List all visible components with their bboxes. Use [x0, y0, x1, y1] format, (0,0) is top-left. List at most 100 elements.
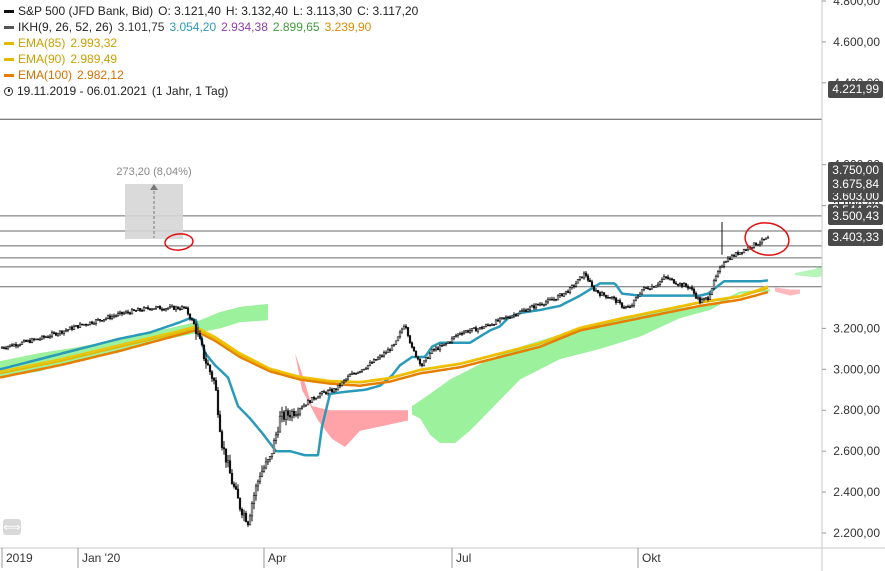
candle-body[interactable]	[150, 308, 154, 311]
candle-body[interactable]	[86, 324, 90, 326]
candle-body[interactable]	[510, 315, 514, 318]
candle-body[interactable]	[708, 294, 712, 300]
candle-body[interactable]	[122, 312, 126, 315]
candle-body[interactable]	[170, 305, 174, 308]
candle-body[interactable]	[458, 332, 462, 335]
candle-body[interactable]	[332, 388, 336, 393]
legend-row-ema100[interactable]: EMA(100) 2.982,12	[4, 67, 418, 83]
candle-body[interactable]	[120, 311, 124, 315]
candle-body[interactable]	[550, 298, 554, 301]
candle-body[interactable]	[100, 319, 104, 322]
candle-body[interactable]	[590, 281, 594, 287]
candle-body[interactable]	[716, 271, 720, 277]
candle-body[interactable]	[208, 364, 212, 373]
candle-body[interactable]	[628, 306, 632, 309]
candle-body[interactable]	[666, 276, 670, 280]
candle-body[interactable]	[414, 350, 418, 358]
candle-body[interactable]	[626, 306, 630, 308]
candle-body[interactable]	[714, 275, 718, 281]
candle-body[interactable]	[620, 302, 624, 308]
candle-body[interactable]	[124, 311, 128, 314]
candle-body[interactable]	[48, 335, 52, 338]
candle-body[interactable]	[588, 279, 592, 282]
candle-body[interactable]	[140, 310, 144, 312]
candle-body[interactable]	[242, 512, 246, 516]
candle-body[interactable]	[684, 283, 688, 287]
candle-body[interactable]	[328, 388, 332, 391]
candle-body[interactable]	[180, 306, 184, 310]
ema90-label[interactable]: EMA(90)	[18, 52, 66, 66]
candle-body[interactable]	[164, 308, 168, 311]
candle-body[interactable]	[262, 467, 266, 472]
candle-body[interactable]	[624, 306, 628, 308]
candle-body[interactable]	[84, 323, 88, 326]
candle-body[interactable]	[448, 341, 452, 344]
candle-body[interactable]	[752, 242, 756, 248]
candle-body[interactable]	[396, 336, 400, 342]
candle-body[interactable]	[144, 307, 148, 309]
candle-body[interactable]	[74, 324, 78, 327]
candle-body[interactable]	[52, 332, 56, 335]
candle-body[interactable]	[674, 282, 678, 285]
candle-body[interactable]	[30, 338, 34, 343]
candle-body[interactable]	[536, 303, 540, 306]
candle-body[interactable]	[618, 300, 622, 304]
candle-body[interactable]	[272, 440, 276, 454]
candle-body[interactable]	[500, 317, 504, 320]
candle-body[interactable]	[80, 323, 84, 326]
ema85-label[interactable]: EMA(85)	[18, 36, 66, 50]
candle-body[interactable]	[522, 309, 526, 312]
candle-body[interactable]	[746, 246, 750, 251]
candle-body[interactable]	[116, 313, 120, 316]
candle-body[interactable]	[380, 355, 384, 358]
candle-body[interactable]	[324, 391, 328, 395]
candle-body[interactable]	[146, 307, 150, 309]
candle-body[interactable]	[524, 309, 528, 312]
candle-body[interactable]	[592, 286, 596, 291]
candle-body[interactable]	[60, 330, 64, 334]
candle-body[interactable]	[320, 391, 324, 394]
candle-body[interactable]	[16, 344, 20, 347]
candle-body[interactable]	[732, 255, 736, 257]
candle-body[interactable]	[130, 309, 134, 315]
candle-body[interactable]	[574, 282, 578, 287]
candle-body[interactable]	[442, 343, 446, 346]
candle-body[interactable]	[710, 288, 714, 295]
candle-body[interactable]	[184, 307, 188, 309]
candle-body[interactable]	[126, 311, 130, 314]
candle-body[interactable]	[342, 379, 346, 383]
candle-body[interactable]	[96, 319, 100, 321]
candle-body[interactable]	[308, 400, 312, 403]
candle-body[interactable]	[34, 338, 38, 341]
candle-body[interactable]	[298, 407, 302, 415]
candle-body[interactable]	[198, 332, 202, 339]
candle-body[interactable]	[432, 348, 436, 351]
candle-body[interactable]	[254, 485, 258, 496]
candle-body[interactable]	[682, 283, 686, 287]
candle-body[interactable]	[306, 400, 310, 406]
candle-body[interactable]	[206, 362, 210, 366]
candle-body[interactable]	[728, 257, 732, 260]
candle-body[interactable]	[470, 327, 474, 331]
candle-body[interactable]	[248, 515, 252, 526]
ema90-line[interactable]	[0, 287, 769, 384]
candle-body[interactable]	[108, 315, 112, 319]
candle-body[interactable]	[616, 300, 620, 303]
candle-body[interactable]	[642, 287, 646, 290]
candle-body[interactable]	[610, 296, 614, 299]
candle-body[interactable]	[282, 411, 286, 420]
candle-body[interactable]	[694, 292, 698, 299]
candle-body[interactable]	[604, 294, 608, 298]
candle-body[interactable]	[556, 295, 560, 301]
price-tag[interactable]: 3.403,33	[828, 229, 883, 246]
candle-body[interactable]	[70, 326, 74, 330]
candle-body[interactable]	[40, 335, 44, 340]
candle-body[interactable]	[652, 285, 656, 288]
ema100-label[interactable]: EMA(100)	[18, 68, 73, 82]
candle-body[interactable]	[344, 378, 348, 381]
candle-body[interactable]	[422, 360, 426, 367]
candle-body[interactable]	[322, 391, 326, 393]
candle-body[interactable]	[356, 371, 360, 374]
candle-body[interactable]	[672, 279, 676, 284]
candle-body[interactable]	[580, 276, 584, 279]
